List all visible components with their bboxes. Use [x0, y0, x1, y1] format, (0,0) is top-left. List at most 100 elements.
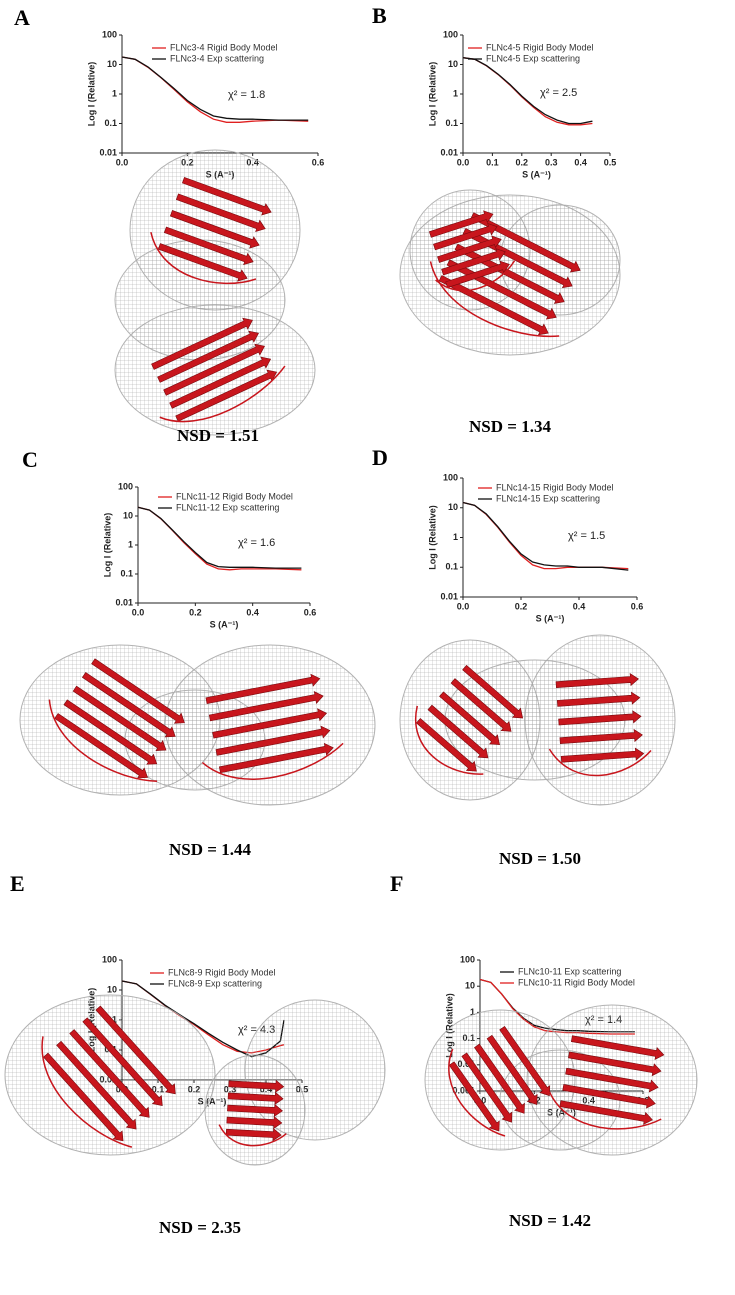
- ribbon-group: [414, 664, 524, 775]
- beta-strand: [558, 710, 642, 726]
- beta-strand: [433, 222, 498, 251]
- beta-strand: [225, 1128, 282, 1142]
- beta-strand: [208, 691, 324, 722]
- y-axis-label: Log I (Relative): [427, 505, 437, 570]
- y-tick-label: 1: [112, 88, 117, 98]
- y-tick-label: 1: [453, 88, 458, 98]
- annotation: χ² = 1.8: [228, 89, 265, 101]
- legend-label: FLNc8-9 Rigid Body Model: [168, 967, 276, 977]
- beta-strand: [415, 718, 477, 772]
- beta-strand: [169, 210, 260, 249]
- beta-strand: [81, 672, 176, 738]
- y-tick-label: 0.1: [120, 568, 133, 578]
- y-tick-label: 0.01: [440, 591, 458, 601]
- annotation: χ² = 2.5: [540, 87, 577, 99]
- beta-strand: [56, 1040, 137, 1130]
- beta-strand: [226, 1115, 283, 1130]
- coil: [548, 1091, 662, 1130]
- beta-strand: [568, 1051, 662, 1077]
- beta-strand: [175, 193, 266, 233]
- coil: [435, 260, 516, 292]
- beta-strand: [157, 243, 248, 282]
- molecule-model: [114, 149, 316, 436]
- beta-strand: [560, 747, 645, 763]
- x-tick-label: 0.0: [116, 157, 129, 167]
- beta-strand: [559, 1100, 653, 1125]
- y-tick-label: 100: [102, 954, 117, 964]
- x-tick-label: 0.6: [631, 601, 644, 611]
- legend-label: FLNc8-9 Exp scattering: [168, 978, 262, 988]
- molecule-model: [19, 644, 376, 806]
- molecule-model: [399, 634, 676, 806]
- beta-strand: [559, 728, 643, 744]
- beta-strand: [163, 226, 254, 266]
- x-axis-label: S (A⁻¹): [536, 613, 565, 623]
- x-tick-label: 0.0: [457, 601, 470, 611]
- beta-strand: [439, 691, 500, 745]
- beta-strand: [486, 1034, 538, 1105]
- beta-strand: [163, 343, 266, 396]
- nsd-caption: NSD = 1.51: [177, 426, 259, 445]
- mesh-envelope: [244, 999, 386, 1141]
- legend-label: FLNc4-5 Exp scattering: [486, 53, 580, 63]
- y-tick-label: 0.01: [440, 147, 458, 157]
- coil: [429, 261, 560, 338]
- y-tick-label: 0.1: [445, 562, 458, 572]
- x-tick-label: 0.4: [574, 157, 587, 167]
- beta-strand: [448, 1061, 500, 1132]
- x-axis-label: S (A⁻¹): [210, 619, 239, 629]
- beta-strand: [181, 176, 272, 216]
- beta-strand: [441, 248, 506, 276]
- legend-label: FLNc14-15 Rigid Body Model: [496, 482, 614, 492]
- nsd-caption: NSD = 1.34: [469, 417, 551, 436]
- beta-strand: [82, 1017, 163, 1106]
- y-axis-label: Log I (Relative): [427, 62, 437, 127]
- legend-label: FLNc4-5 Rigid Body Model: [486, 42, 594, 52]
- beta-strand: [157, 330, 259, 383]
- beta-strand: [474, 1043, 525, 1114]
- x-tick-label: 0.3: [545, 157, 558, 167]
- molecule-model: [424, 1004, 698, 1156]
- y-tick-label: 1: [470, 1007, 475, 1017]
- nsd-caption: NSD = 2.35: [159, 1218, 241, 1237]
- ribbon-group: [548, 1035, 665, 1130]
- beta-strand: [565, 1067, 659, 1093]
- beta-strand: [461, 1052, 513, 1123]
- y-tick-label: 100: [102, 29, 117, 39]
- panel-letter: A: [14, 5, 30, 30]
- x-tick-label: 0.2: [189, 607, 202, 617]
- beta-strand: [462, 664, 524, 719]
- x-tick-label: 0.0: [457, 157, 470, 167]
- beta-strand: [215, 725, 331, 756]
- ribbon-group: [201, 673, 344, 780]
- nsd-caption: NSD = 1.50: [499, 849, 581, 868]
- beta-strand: [428, 210, 494, 238]
- coil: [448, 1048, 506, 1137]
- molecule-model: [399, 189, 621, 356]
- beta-strand: [437, 235, 502, 263]
- ribbon-group: [151, 317, 286, 423]
- y-tick-label: 10: [448, 59, 458, 69]
- beta-strand: [169, 356, 272, 409]
- coil: [150, 232, 257, 285]
- beta-strand: [499, 1026, 551, 1097]
- y-axis-label: Log I (Relative): [444, 993, 454, 1058]
- coil: [159, 365, 286, 423]
- y-tick-label: 100: [118, 481, 133, 491]
- y-axis-label: Log I (Relative): [102, 513, 112, 578]
- legend-label: FLNc10-11 Exp scattering: [518, 966, 621, 976]
- legend-label: FLNc11-12 Exp scattering: [176, 502, 279, 512]
- y-tick-label: 10: [465, 981, 475, 991]
- beta-strand: [63, 699, 158, 765]
- coil: [414, 705, 484, 775]
- legend-label: FLNc11-12 Rigid Body Model: [176, 491, 293, 501]
- y-tick-label: 10: [448, 502, 458, 512]
- x-tick-label: 0.5: [604, 157, 617, 167]
- legend-label: FLNc3-4 Exp scattering: [170, 53, 264, 63]
- x-tick-label: 0.4: [573, 601, 586, 611]
- coil: [41, 1036, 133, 1148]
- series-line: [121, 56, 309, 121]
- panel-letter: D: [372, 445, 388, 470]
- x-tick-label: 0.2: [516, 157, 529, 167]
